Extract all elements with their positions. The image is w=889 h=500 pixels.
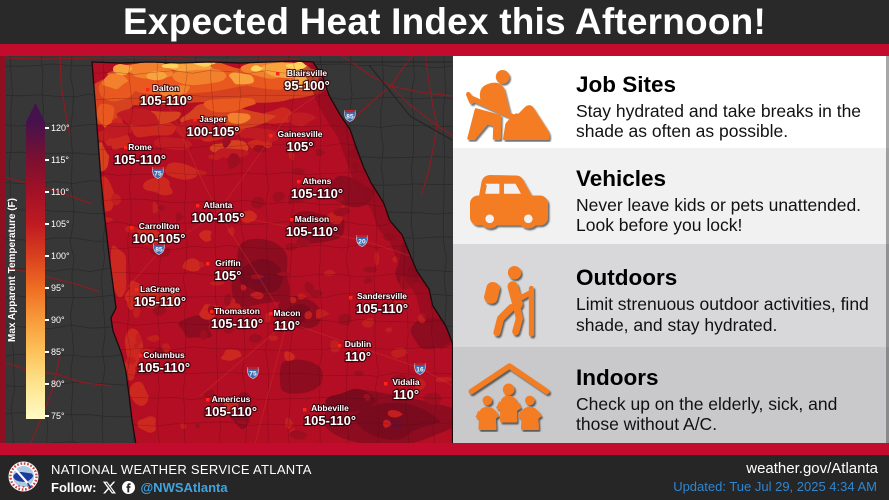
svg-text:100°: 100° <box>51 251 70 261</box>
svg-text:105-110°: 105-110° <box>286 224 338 239</box>
svg-text:100-105°: 100-105° <box>133 231 186 246</box>
svg-text:105-110°: 105-110° <box>304 413 356 428</box>
svg-text:20: 20 <box>358 239 366 246</box>
svg-text:Sandersville: Sandersville <box>357 291 407 301</box>
svg-text:90°: 90° <box>51 315 65 325</box>
svg-text:Max Apparent Temperature (F): Max Apparent Temperature (F) <box>7 198 18 342</box>
svg-text:75: 75 <box>154 171 162 178</box>
svg-text:110°: 110° <box>393 387 419 402</box>
svg-text:Atlanta: Atlanta <box>204 200 233 210</box>
svg-text:75: 75 <box>249 371 257 378</box>
svg-text:105°: 105° <box>287 139 314 154</box>
svg-text:105-110°: 105-110° <box>114 152 166 167</box>
svg-text:100-105°: 100-105° <box>187 124 240 139</box>
svg-text:105-110°: 105-110° <box>291 186 343 201</box>
svg-text:Jasper: Jasper <box>199 114 227 124</box>
svg-text:Rome: Rome <box>128 142 152 152</box>
svg-text:120°: 120° <box>51 123 70 133</box>
svg-text:85: 85 <box>346 114 354 121</box>
svg-text:Blairsville: Blairsville <box>287 68 327 78</box>
svg-text:Macon: Macon <box>274 308 301 318</box>
svg-text:105-110°: 105-110° <box>211 316 263 331</box>
svg-text:105-110°: 105-110° <box>356 301 408 316</box>
svg-text:Thomaston: Thomaston <box>214 306 260 316</box>
svg-text:105-110°: 105-110° <box>138 360 190 375</box>
svg-text:Americus: Americus <box>212 394 251 404</box>
svg-text:Dalton: Dalton <box>153 83 179 93</box>
svg-text:105°: 105° <box>51 219 70 229</box>
svg-text:105-110°: 105-110° <box>134 294 186 309</box>
svg-text:16: 16 <box>416 367 424 374</box>
svg-text:95°: 95° <box>51 283 65 293</box>
svg-text:Griffin: Griffin <box>215 258 241 268</box>
svg-text:95-100°: 95-100° <box>284 78 330 93</box>
svg-text:Carrollton: Carrollton <box>139 221 180 231</box>
svg-text:LaGrange: LaGrange <box>140 284 180 294</box>
svg-text:105-110°: 105-110° <box>140 93 192 108</box>
svg-text:110°: 110° <box>345 349 371 364</box>
svg-text:Gainesville: Gainesville <box>278 129 323 139</box>
svg-text:100-105°: 100-105° <box>192 210 245 225</box>
svg-text:80°: 80° <box>51 379 65 389</box>
svg-text:Columbus: Columbus <box>143 350 185 360</box>
svg-text:105-110°: 105-110° <box>205 404 257 419</box>
svg-text:85: 85 <box>155 247 163 254</box>
svg-text:85°: 85° <box>51 347 65 357</box>
svg-text:Dublin: Dublin <box>345 339 371 349</box>
svg-text:75°: 75° <box>51 411 65 421</box>
svg-text:110°: 110° <box>274 318 300 333</box>
svg-text:Vidalia: Vidalia <box>392 377 420 387</box>
svg-text:105°: 105° <box>215 268 242 283</box>
svg-text:110°: 110° <box>51 187 69 197</box>
svg-text:Athens: Athens <box>303 176 332 186</box>
svg-text:115°: 115° <box>51 155 69 165</box>
svg-text:Abbeville: Abbeville <box>311 403 349 413</box>
svg-text:Madison: Madison <box>295 214 329 224</box>
